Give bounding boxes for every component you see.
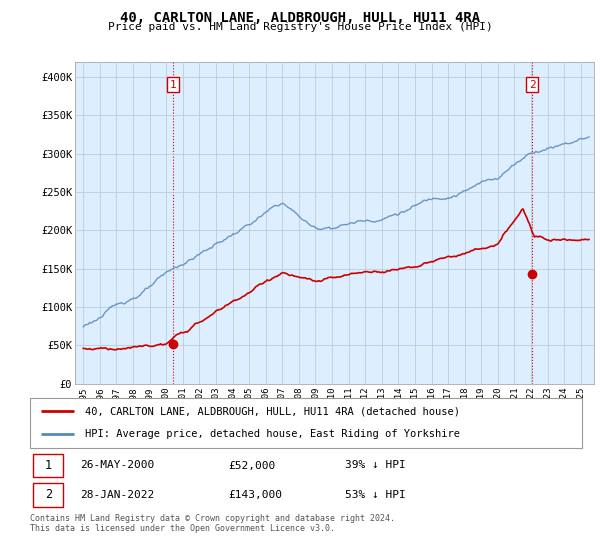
Text: 40, CARLTON LANE, ALDBROUGH, HULL, HU11 4RA: 40, CARLTON LANE, ALDBROUGH, HULL, HU11 … [120, 11, 480, 25]
Text: 2: 2 [44, 488, 52, 501]
Text: 1: 1 [169, 80, 176, 90]
Text: 26-MAY-2000: 26-MAY-2000 [80, 460, 154, 470]
Text: 2: 2 [529, 80, 536, 90]
Text: 40, CARLTON LANE, ALDBROUGH, HULL, HU11 4RA (detached house): 40, CARLTON LANE, ALDBROUGH, HULL, HU11 … [85, 406, 460, 416]
Bar [33, 483, 63, 507]
Text: £143,000: £143,000 [229, 490, 283, 500]
Text: Price paid vs. HM Land Registry's House Price Index (HPI): Price paid vs. HM Land Registry's House … [107, 22, 493, 32]
Text: 1: 1 [44, 459, 52, 472]
Bar [33, 454, 63, 477]
Text: 28-JAN-2022: 28-JAN-2022 [80, 490, 154, 500]
Text: HPI: Average price, detached house, East Riding of Yorkshire: HPI: Average price, detached house, East… [85, 430, 460, 440]
Text: 53% ↓ HPI: 53% ↓ HPI [344, 490, 406, 500]
Text: Contains HM Land Registry data © Crown copyright and database right 2024.
This d: Contains HM Land Registry data © Crown c… [30, 514, 395, 534]
Text: £52,000: £52,000 [229, 460, 276, 470]
Text: 39% ↓ HPI: 39% ↓ HPI [344, 460, 406, 470]
